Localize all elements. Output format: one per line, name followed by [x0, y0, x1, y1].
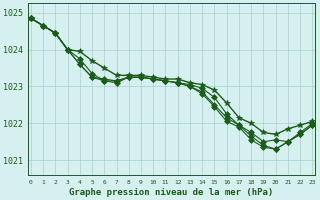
X-axis label: Graphe pression niveau de la mer (hPa): Graphe pression niveau de la mer (hPa) — [69, 188, 274, 197]
